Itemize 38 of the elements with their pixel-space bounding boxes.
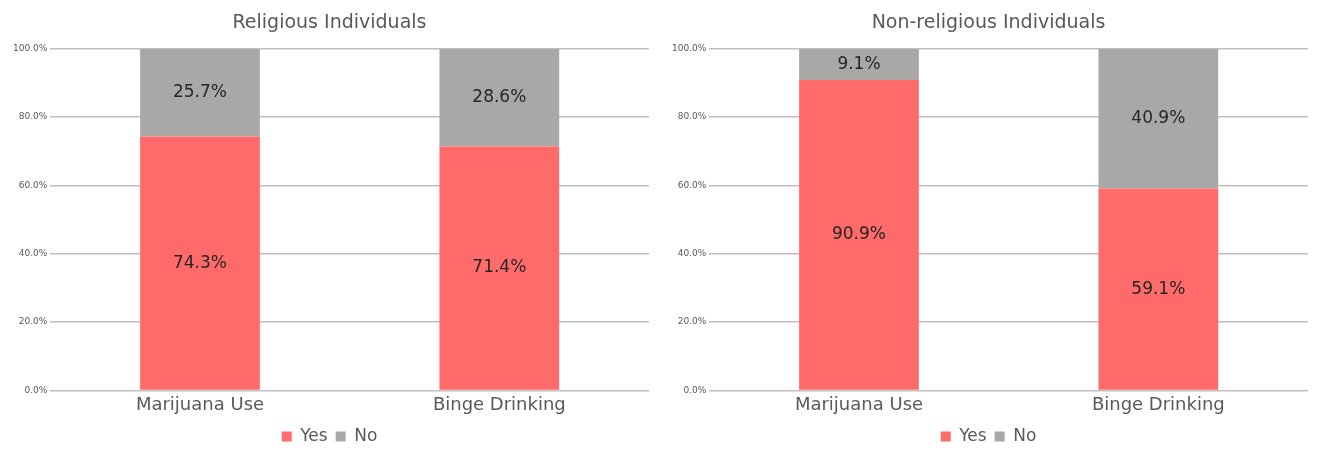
y-tick-label: 20.0% [18,316,48,327]
data-label: 40.9% [1131,107,1186,128]
legend-label: No [354,424,378,445]
data-label: 9.1% [837,52,881,73]
y-tick-label: 60.0% [677,179,707,190]
bar [1098,48,1219,189]
x-tick-label: Marijuana Use [135,392,265,414]
bar [799,48,919,80]
y-tick-label: 0.0% [683,384,707,395]
data-label: 28.6% [472,86,527,107]
y-tick-label: 0.0% [24,384,48,395]
bar [1098,188,1219,390]
bar [439,146,560,390]
x-tick-label: Binge Drinking [1091,392,1225,414]
chart-title: Non-religious Individuals [871,10,1106,33]
y-tick-label: 60.0% [18,179,48,190]
data-label: 71.4% [472,256,527,277]
data-label: 74.3% [172,251,227,272]
y-tick-label: 80.0% [677,111,707,122]
data-label: 25.7% [172,81,227,102]
y-tick-label: 80.0% [18,111,48,122]
data-label: 90.9% [831,223,886,244]
y-tick-label: 20.0% [677,316,707,327]
legend-label: Yes [299,424,328,445]
bar [439,48,560,147]
bar [799,79,919,390]
y-tick-label: 100.0% [671,43,707,54]
y-tick-label: 40.0% [18,248,48,259]
data-label: 59.1% [1131,277,1186,298]
bar [140,136,260,390]
y-tick-label: 40.0% [677,248,707,259]
bar [140,48,260,137]
chart-title: Religious Individuals [232,10,427,33]
y-tick-label: 100.0% [12,43,48,54]
x-tick-label: Binge Drinking [432,392,566,414]
x-tick-label: Marijuana Use [794,392,924,414]
legend-label: Yes [958,424,987,445]
legend-label: No [1013,424,1037,445]
